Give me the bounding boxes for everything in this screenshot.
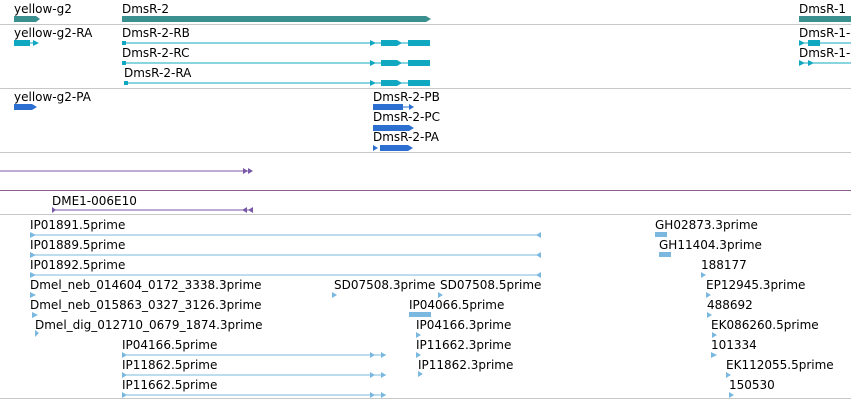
est-label[interactable]: Dmel_dig_012710_0679_1874.3prime <box>35 318 263 332</box>
transcript-dmsr-1-a[interactable] <box>799 40 851 46</box>
est-label[interactable]: EP12945.3prime <box>706 278 806 292</box>
transcript-label-dmsr-1-b[interactable]: DmsR-1- <box>799 46 851 60</box>
transcript-label-dmsr-2-rb[interactable]: DmsR-2-RB <box>122 26 190 40</box>
protein-track <box>14 104 414 151</box>
gene-bar-yellow-g2[interactable] <box>14 16 36 22</box>
est-label[interactable]: GH02873.3prime <box>655 218 758 232</box>
est-label[interactable]: IP04166.5prime <box>122 338 218 352</box>
track-divider <box>0 88 851 89</box>
protein-label-yellow-g2-pa[interactable]: yellow-g2-PA <box>14 90 91 104</box>
transcript-track <box>14 40 851 86</box>
protein-dmsr-2-pa[interactable] <box>373 145 413 151</box>
transcript-dmsr-2-rb[interactable] <box>122 40 430 46</box>
protein-label-dmsr-2-pa[interactable]: DmsR-2-PA <box>373 130 440 144</box>
est-label[interactable]: IP11662.3prime <box>416 338 512 352</box>
track-divider <box>0 152 851 153</box>
track-divider <box>0 214 851 215</box>
protein-label-dmsr-2-pc[interactable]: DmsR-2-PC <box>373 110 440 124</box>
est-label[interactable]: GH11404.3prime <box>659 238 762 252</box>
gene-label-dmsr-1[interactable]: DmsR-1 <box>799 2 846 16</box>
gene-label-yellow-g2[interactable]: yellow-g2 <box>14 2 72 16</box>
est-label[interactable]: IP11662.5prime <box>122 378 218 392</box>
protein-yellow-g2-pa[interactable] <box>14 104 32 110</box>
transcript-exon[interactable] <box>14 40 30 46</box>
est-label[interactable]: Dmel_neb_015863_0327_3126.3prime <box>30 298 262 312</box>
est-label[interactable]: IP04166.3prime <box>416 318 512 332</box>
gene-label-dmsr-2[interactable]: DmsR-2 <box>122 2 169 16</box>
est-label[interactable]: SD07508.5prime <box>440 278 542 292</box>
transcript-dmsr-1-b[interactable] <box>799 60 851 66</box>
clone-label[interactable]: DME1-006E10 <box>52 194 137 208</box>
est-label[interactable]: IP01891.5prime <box>30 218 126 232</box>
est-label[interactable]: SD07508.3prime <box>334 278 436 292</box>
clone-track <box>0 168 253 213</box>
est-label[interactable]: IP04066.5prime <box>409 298 505 312</box>
est-label[interactable]: Dmel_neb_014604_0172_3338.3prime <box>30 278 262 292</box>
transcript-label-yellow-g2-ra[interactable]: yellow-g2-RA <box>14 26 93 40</box>
track-divider <box>0 24 851 25</box>
protein-label-dmsr-2-pb[interactable]: DmsR-2-PB <box>373 90 440 104</box>
est-label[interactable]: 150530 <box>729 378 775 392</box>
gene-arrow-yellow-g2 <box>36 16 40 22</box>
est-label[interactable]: IP11862.5prime <box>122 358 218 372</box>
est-label[interactable]: IP01892.5prime <box>30 258 126 272</box>
est-label[interactable]: IP11862.3prime <box>418 358 514 372</box>
est-label[interactable]: 101334 <box>711 338 757 352</box>
protein-dmsr-2-pc[interactable] <box>373 125 414 131</box>
est-label[interactable]: EK086260.5prime <box>711 318 819 332</box>
protein-dmsr-2-pb[interactable] <box>373 104 414 110</box>
transcript-label-dmsr-2-ra[interactable]: DmsR-2-RA <box>124 66 192 80</box>
track-divider <box>0 190 851 191</box>
est-track <box>30 232 734 398</box>
transcript-dmsr-2-rc[interactable] <box>122 60 430 66</box>
gene-track <box>14 16 851 22</box>
est-label[interactable]: EK112055.5prime <box>726 358 834 372</box>
transcript-dmsr-2-ra[interactable] <box>124 80 430 86</box>
track-divider <box>0 398 851 399</box>
gene-bar-dmsr-1[interactable] <box>799 16 851 22</box>
est-label[interactable]: IP01889.5prime <box>30 238 126 252</box>
est-label[interactable]: 488692 <box>707 298 753 312</box>
gene-arrow-dmsr-2 <box>426 16 431 22</box>
transcript-label-dmsr-1-a[interactable]: DmsR-1- <box>799 26 851 40</box>
transcript-label-dmsr-2-rc[interactable]: DmsR-2-RC <box>122 46 190 60</box>
gene-bar-dmsr-2[interactable] <box>122 16 426 22</box>
est-label[interactable]: 188177 <box>701 258 747 272</box>
